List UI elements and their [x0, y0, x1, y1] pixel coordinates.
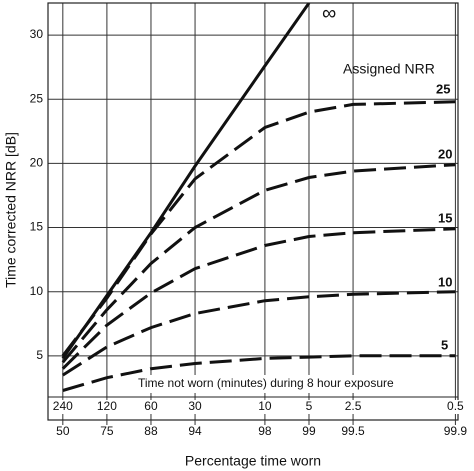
x-tick-label: 60 — [144, 399, 158, 413]
x2-tick-label: 99.9 — [444, 424, 468, 438]
series-line — [61, 227, 456, 370]
y-tick-label: 20 — [30, 156, 44, 170]
series-line — [61, 290, 456, 377]
series-label: ∞ — [322, 2, 336, 24]
series-line — [61, 100, 456, 357]
tick-label-background — [340, 400, 367, 414]
tick-label-background — [295, 400, 322, 414]
annotation-background — [130, 375, 430, 393]
y-tick-label: 10 — [30, 284, 44, 298]
annotation: Time not worn (minutes) during 8 hour ex… — [138, 376, 394, 390]
series-label: 25 — [436, 81, 450, 96]
x2-tick-label: 99 — [302, 424, 316, 438]
tick-label-background — [93, 400, 120, 414]
x-tick-label: 0.5 — [447, 399, 464, 413]
x2-tick-label: 75 — [100, 424, 114, 438]
x-tick-label: 120 — [97, 399, 117, 413]
x2-tick-label: 99.5 — [341, 424, 365, 438]
lines — [61, 3, 456, 392]
y-axis-label: Time corrected NRR [dB] — [3, 132, 19, 288]
grid — [48, 3, 458, 420]
series-label: 20 — [438, 146, 452, 161]
y-tick-label: 15 — [30, 220, 44, 234]
plot-frame — [47, 2, 459, 421]
x-tick-label: 5 — [306, 399, 313, 413]
tick-label-background — [182, 400, 209, 414]
series-line — [61, 163, 456, 364]
y-tick-label: 5 — [36, 348, 43, 362]
series-line — [62, 354, 456, 392]
tick-label-background — [137, 400, 164, 414]
x-tick-label: 2.5 — [345, 399, 362, 413]
x2-tick-label: 98 — [258, 424, 272, 438]
tick-label-background — [49, 400, 76, 414]
x-tick-label: 30 — [188, 399, 202, 413]
series-label: 5 — [441, 337, 448, 352]
tick-label-background — [251, 400, 278, 414]
x2-tick-label: 94 — [188, 424, 202, 438]
tick-label-background — [442, 400, 469, 414]
x2-tick-label: 88 — [144, 424, 158, 438]
x2-tick-label: 50 — [56, 424, 70, 438]
series-label: 15 — [438, 210, 452, 225]
y-tick-label: 30 — [30, 27, 44, 41]
legend-title: Assigned NRR — [343, 61, 435, 77]
x-tick-label: 10 — [258, 399, 272, 413]
series-label: 10 — [438, 274, 452, 289]
x-tick-label: 240 — [53, 399, 73, 413]
y-tick-label: 25 — [30, 91, 44, 105]
x-axis-label: Percentage time worn — [185, 453, 321, 469]
